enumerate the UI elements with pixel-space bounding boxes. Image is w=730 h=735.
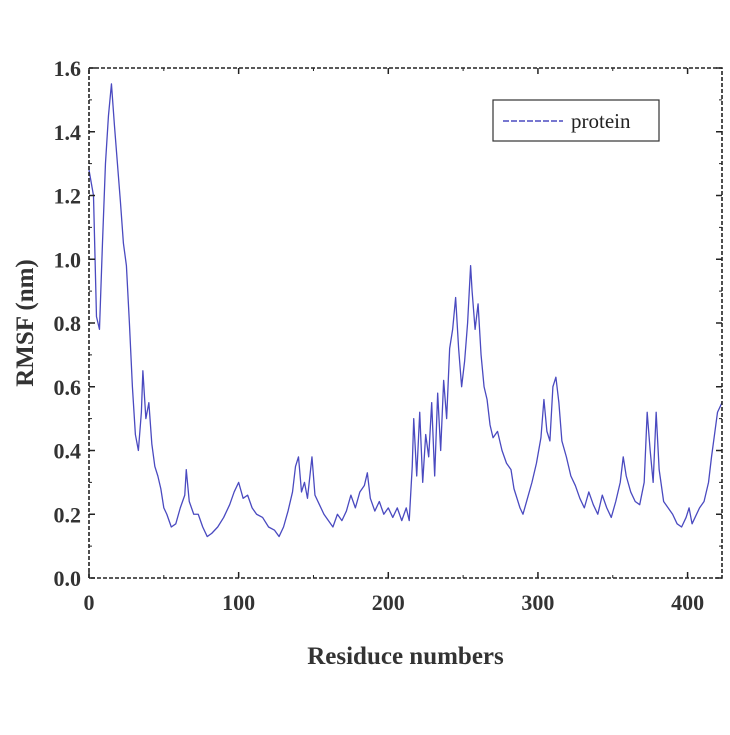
x-tick-label: 300 (521, 590, 554, 615)
legend-label-protein: protein (571, 109, 631, 133)
x-tick-label: 0 (84, 590, 95, 615)
y-tick-label: 0.2 (54, 502, 82, 527)
y-tick-label: 1.4 (54, 120, 82, 145)
y-tick-label: 1.6 (54, 56, 82, 81)
plot-frame (88, 67, 723, 579)
y-tick-label: 1.2 (54, 184, 82, 209)
x-axis-title: Residuce numbers (307, 643, 504, 670)
y-tick-label: 0.0 (54, 566, 82, 591)
y-tick-label: 0.6 (54, 375, 82, 400)
x-tick-label: 200 (372, 590, 405, 615)
x-tick-label: 400 (671, 590, 704, 615)
y-tick-label: 0.4 (54, 439, 82, 464)
y-axis-title: RMSF (nm) (12, 259, 39, 387)
series-line-protein (88, 83, 723, 538)
x-tick-label: 100 (222, 590, 255, 615)
y-tick-label: 0.8 (54, 311, 82, 336)
y-tick-label: 1.0 (54, 247, 82, 272)
